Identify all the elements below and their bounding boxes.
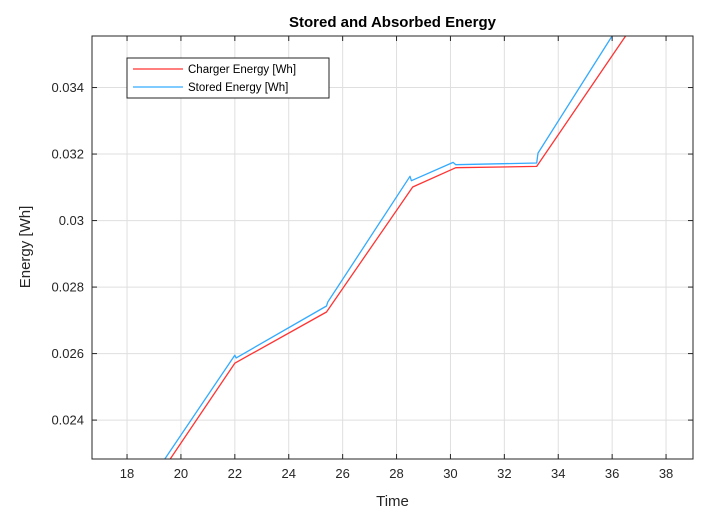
series-layer [164,35,627,460]
x-tick-label: 26 [335,466,349,481]
y-tick-label: 0.034 [51,80,84,95]
x-tick-label: 22 [228,466,242,481]
x-axis-label: Time [376,493,409,510]
legend-label-charger: Charger Energy [Wh] [188,64,296,76]
y-tick-label: 0.032 [51,147,84,162]
legend: Charger Energy [Wh] Stored Energy [Wh] [126,57,330,99]
x-tick-label: 24 [282,466,296,481]
plot-background [92,36,693,459]
chart-title: Stored and Absorbed Energy [289,14,497,31]
y-tick-label: 0.024 [51,413,84,428]
legend-label-stored: Stored Energy [Wh] [188,82,288,94]
series-line-stored-energy [164,35,613,460]
x-axis: 18 20 22 24 26 28 30 32 34 36 38 [120,36,673,481]
x-tick-label: 30 [443,466,457,481]
x-tick-label: 34 [551,466,565,481]
x-tick-label: 36 [605,466,619,481]
y-axis-label: Energy [Wh] [17,206,34,289]
y-axis: 0.024 0.026 0.028 0.03 0.032 0.034 [51,80,693,428]
plot-frame [91,35,694,460]
grid [92,36,693,459]
y-tick-label: 0.026 [51,346,84,361]
x-tick-label: 32 [497,466,511,481]
series-line-charger-energy [169,35,627,460]
legend-box [126,57,330,99]
x-tick-label: 38 [659,466,673,481]
y-tick-label: 0.03 [59,213,84,228]
y-tick-label: 0.028 [51,280,84,295]
x-tick-label: 18 [120,466,134,481]
x-tick-label: 28 [389,466,403,481]
x-tick-label: 20 [174,466,188,481]
